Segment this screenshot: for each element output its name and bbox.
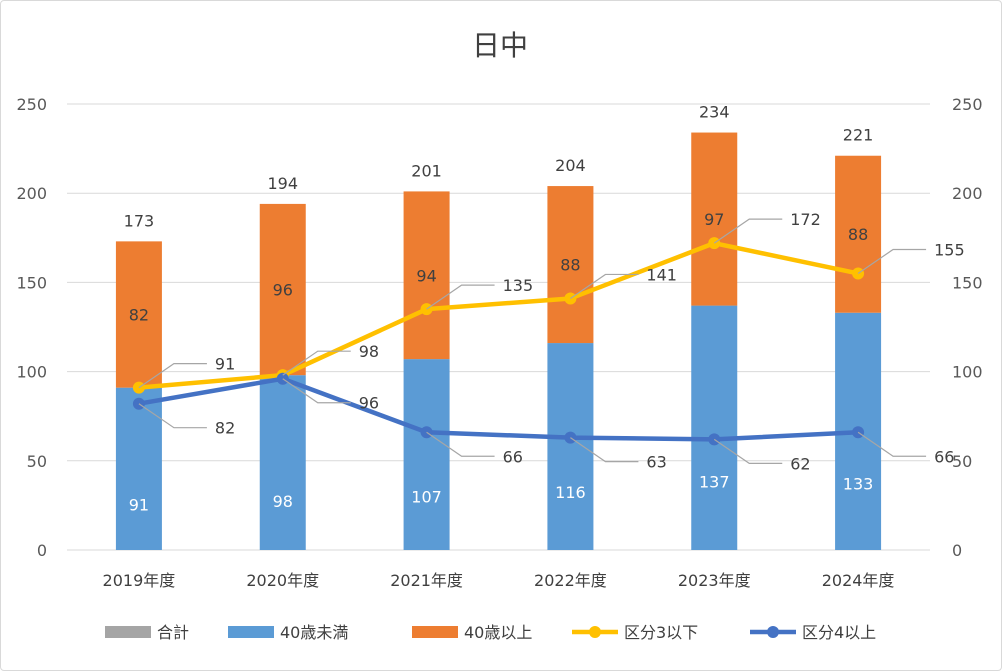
- leader-line: [713, 438, 783, 464]
- series-line-class3-below: [138, 240, 859, 390]
- total-value-label: 173: [124, 211, 155, 230]
- y-axis-right: 0 50 100 150 200 250: [952, 95, 983, 560]
- x-tick-label: 2020年度: [246, 571, 319, 590]
- bar-value-label: 88: [848, 225, 868, 244]
- y-axis-left: 0 50 100 150 200 250: [16, 95, 47, 560]
- line-value-label: 96: [359, 394, 379, 413]
- leader-line: [857, 431, 927, 457]
- leader-lines: [138, 218, 927, 464]
- leader-line: [570, 437, 639, 463]
- bar-series: [115, 132, 882, 550]
- x-tick-label: 2022年度: [534, 571, 607, 590]
- leader-line: [426, 284, 495, 310]
- line-value-label: 66: [934, 447, 954, 466]
- leader-line: [138, 403, 207, 429]
- y-tick-label: 250: [16, 95, 47, 114]
- chart-title: 日中: [472, 29, 528, 62]
- bar-value-label: 133: [843, 475, 874, 494]
- legend-label: 40歳未満: [280, 623, 348, 642]
- line-value-label: 62: [790, 454, 810, 473]
- bar-value-label: 107: [411, 488, 442, 507]
- total-value-label: 221: [843, 126, 874, 145]
- legend-label: 合計: [157, 623, 189, 642]
- line-value-label: 82: [215, 419, 235, 438]
- line-value-label: 135: [503, 276, 534, 295]
- y2-tick-label: 0: [952, 541, 962, 560]
- bar-over40: [835, 155, 882, 313]
- x-tick-label: 2024年度: [822, 571, 895, 590]
- y-tick-label: 100: [16, 363, 47, 382]
- series-line-class4-above: [138, 376, 859, 442]
- leader-line: [282, 378, 351, 404]
- gridlines: [67, 103, 930, 551]
- bar-over40: [259, 203, 306, 376]
- line-value-label: 66: [503, 447, 523, 466]
- bar-value-label: 116: [555, 483, 586, 502]
- legend-label: 区分3以下: [624, 623, 698, 642]
- y2-tick-label: 50: [952, 452, 972, 471]
- total-value-label: 204: [555, 156, 586, 175]
- bar-value-label: 137: [699, 473, 730, 492]
- bar-under40: [115, 387, 162, 550]
- line-value-label: 63: [646, 453, 666, 472]
- line-value-label: 172: [790, 210, 821, 229]
- leader-line: [857, 248, 927, 274]
- y2-tick-label: 250: [952, 95, 983, 114]
- bar-value-label: 96: [273, 281, 293, 300]
- y2-tick-label: 150: [952, 273, 983, 292]
- bar-under40: [259, 375, 306, 550]
- y2-tick-label: 100: [952, 363, 983, 382]
- y2-tick-label: 200: [952, 184, 983, 203]
- legend-label: 40歳以上: [464, 623, 532, 642]
- bar-over40: [691, 132, 738, 306]
- legend: 合計 40歳未満 40歳以上 区分3以下 区分4以上: [105, 623, 876, 642]
- bar-value-label: 82: [129, 306, 149, 325]
- x-tick-label: 2023年度: [678, 571, 751, 590]
- total-value-label: 234: [699, 103, 730, 122]
- legend-label: 区分4以上: [802, 623, 876, 642]
- bar-value-label: 97: [704, 210, 724, 229]
- x-tick-label: 2021年度: [390, 571, 463, 590]
- line-value-label: 155: [934, 240, 965, 259]
- bar-value-label: 88: [560, 256, 580, 275]
- line-series: [132, 237, 865, 446]
- line-value-label: 141: [646, 265, 677, 284]
- total-value-label: 194: [267, 174, 298, 193]
- line-value-label: 98: [359, 342, 379, 361]
- bar-under40: [403, 359, 450, 550]
- bar-value-label: 94: [416, 266, 436, 285]
- x-axis: 2019年度 2020年度 2021年度 2022年度 2023年度 2024年度: [103, 571, 895, 590]
- bar-under40: [547, 343, 594, 550]
- bar-over40: [547, 186, 594, 344]
- line-value-label: 91: [215, 355, 235, 374]
- leader-line: [426, 431, 495, 457]
- legend-swatch-marker: [589, 626, 601, 638]
- legend-swatch-box: [412, 626, 458, 638]
- leader-line: [713, 218, 783, 244]
- legend-swatch-box: [105, 626, 151, 638]
- y-tick-label: 150: [16, 273, 47, 292]
- legend-swatch-box: [228, 626, 274, 638]
- leader-line: [282, 350, 351, 376]
- y-tick-label: 0: [37, 541, 47, 560]
- y-tick-label: 200: [16, 184, 47, 203]
- data-labels: 91 82 173 98 96 194 107 94 201 116 88 204 137 97 234 13…: [124, 103, 965, 515]
- y-tick-label: 50: [27, 452, 47, 471]
- x-tick-label: 2019年度: [103, 571, 176, 590]
- leader-line: [138, 363, 207, 389]
- total-value-label: 201: [411, 161, 442, 180]
- bar-under40: [691, 305, 738, 550]
- bar-value-label: 98: [273, 492, 293, 511]
- leader-line: [570, 273, 639, 299]
- bar-value-label: 91: [129, 496, 149, 515]
- legend-swatch-marker: [767, 626, 779, 638]
- bar-over40: [115, 241, 162, 388]
- bar-over40: [403, 191, 450, 360]
